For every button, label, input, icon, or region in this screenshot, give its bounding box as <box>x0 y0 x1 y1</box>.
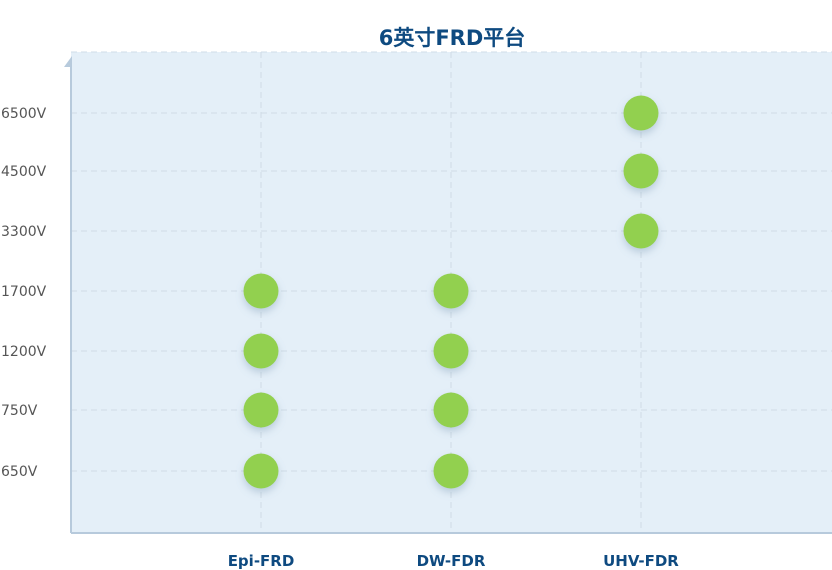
y-tick-label: 1200V <box>1 344 47 360</box>
data-point <box>623 95 659 131</box>
y-tick-label: 4500V <box>1 164 47 180</box>
x-tick-label: UHV-FDR <box>603 552 679 570</box>
data-point <box>623 213 659 249</box>
y-tick-label: 1700V <box>1 284 47 300</box>
y-tick-label: 650V <box>1 464 38 480</box>
data-point <box>433 453 469 489</box>
y-tick-label: 750V <box>1 403 38 419</box>
data-point <box>433 273 469 309</box>
x-tick-label: Epi-FRD <box>228 552 295 570</box>
data-point <box>623 153 659 189</box>
y-tick-label: 6500V <box>1 106 47 122</box>
chart-title: 6英寸FRD平台 <box>378 26 526 50</box>
y-tick-label: 3300V <box>1 224 47 240</box>
x-tick-label: DW-FDR <box>417 552 486 570</box>
data-point <box>433 392 469 428</box>
data-point <box>243 392 279 428</box>
data-point <box>243 273 279 309</box>
y-axis-arrow <box>64 56 72 67</box>
data-point <box>243 333 279 369</box>
data-point <box>243 453 279 489</box>
data-point <box>433 333 469 369</box>
